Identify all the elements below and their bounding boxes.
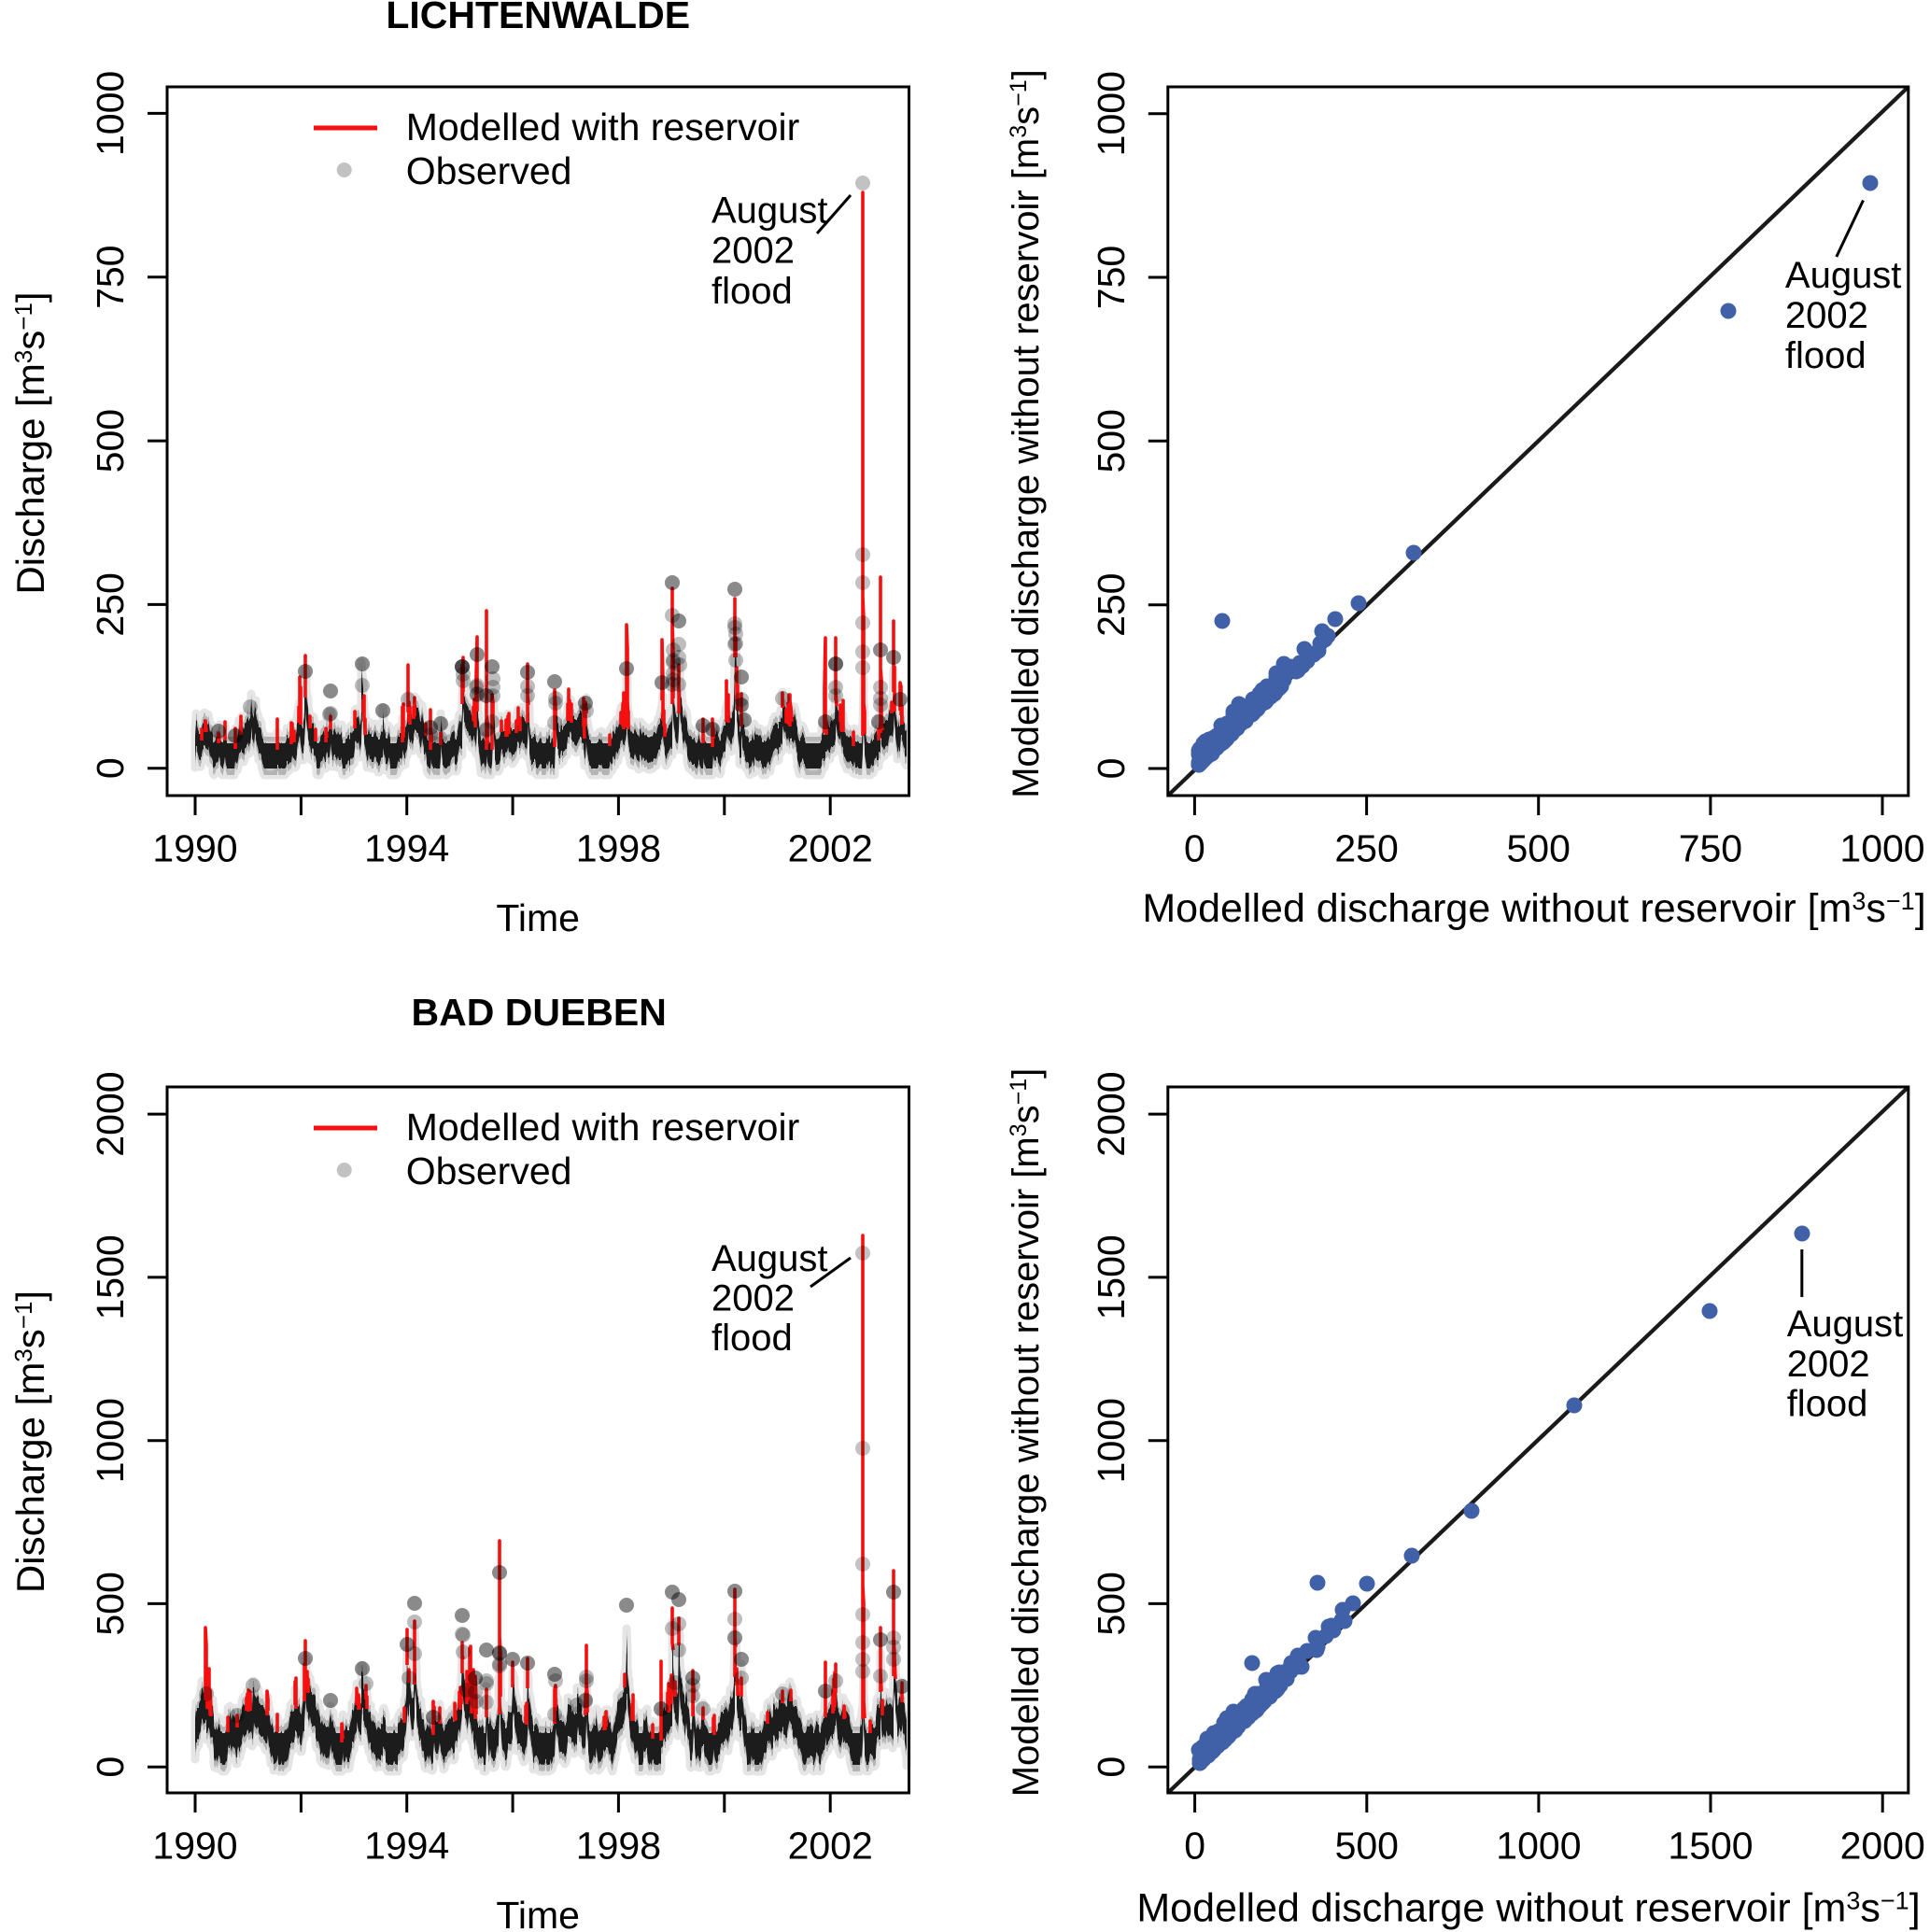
svg-text:0: 0: [1184, 1825, 1205, 1868]
svg-text:Observed: Observed: [406, 149, 572, 192]
svg-text:Modelled discharge without res: Modelled discharge without reservoir [m3…: [1136, 1886, 1920, 1931]
svg-text:flood: flood: [1787, 1384, 1868, 1425]
svg-text:1990: 1990: [152, 1825, 237, 1868]
svg-text:500: 500: [1090, 409, 1133, 472]
svg-text:Modelled discharge without res: Modelled discharge without reservoir [m3…: [1006, 1068, 1047, 1798]
svg-text:1000: 1000: [1839, 827, 1924, 870]
svg-text:2000: 2000: [1090, 1071, 1133, 1156]
svg-text:Discharge [m3s−1]: Discharge [m3s−1]: [8, 291, 52, 594]
svg-text:BAD DUEBEN: BAD DUEBEN: [412, 991, 667, 1034]
svg-text:1994: 1994: [364, 827, 449, 870]
svg-text:1000: 1000: [1496, 1825, 1581, 1868]
svg-text:2002: 2002: [788, 827, 873, 870]
svg-text:2002: 2002: [711, 1278, 795, 1319]
svg-text:0: 0: [89, 1756, 132, 1778]
svg-text:250: 250: [89, 572, 132, 636]
svg-text:1990: 1990: [152, 827, 237, 870]
svg-text:Modelled with reservoir: Modelled with reservoir: [406, 1106, 800, 1149]
svg-text:1000: 1000: [89, 71, 132, 156]
svg-text:Discharge [m3s−1]: Discharge [m3s−1]: [8, 1290, 52, 1593]
svg-text:Modelled with reservoir: Modelled with reservoir: [406, 106, 800, 148]
svg-text:500: 500: [1335, 1825, 1399, 1868]
svg-text:2002: 2002: [788, 1825, 873, 1868]
svg-text:LICHTENWALDE: LICHTENWALDE: [386, 0, 690, 36]
svg-text:250: 250: [1090, 572, 1133, 636]
svg-text:1998: 1998: [576, 1825, 661, 1868]
svg-text:750: 750: [1090, 246, 1133, 309]
svg-text:0: 0: [1184, 827, 1205, 870]
svg-text:August: August: [1787, 1304, 1904, 1345]
svg-text:250: 250: [1334, 827, 1398, 870]
svg-text:2002: 2002: [711, 230, 795, 271]
svg-text:1000: 1000: [1090, 71, 1133, 156]
svg-text:1994: 1994: [364, 1825, 449, 1868]
svg-text:0: 0: [1090, 758, 1133, 780]
svg-text:flood: flood: [711, 271, 793, 312]
svg-text:August: August: [1785, 255, 1902, 296]
svg-text:750: 750: [89, 245, 132, 308]
svg-text:Time: Time: [496, 896, 580, 939]
svg-text:1500: 1500: [1090, 1234, 1133, 1319]
svg-text:August: August: [711, 190, 828, 232]
svg-text:flood: flood: [711, 1318, 793, 1359]
svg-text:2000: 2000: [1840, 1825, 1925, 1868]
svg-text:0: 0: [1090, 1756, 1133, 1778]
svg-text:1500: 1500: [89, 1234, 132, 1319]
svg-text:0: 0: [89, 757, 132, 779]
svg-text:1998: 1998: [576, 827, 661, 870]
svg-text:500: 500: [1090, 1572, 1133, 1635]
svg-text:Observed: Observed: [406, 1149, 572, 1192]
svg-text:2002: 2002: [1785, 295, 1868, 336]
svg-text:flood: flood: [1785, 335, 1867, 376]
svg-text:August: August: [711, 1238, 828, 1279]
svg-text:500: 500: [89, 409, 132, 472]
svg-text:1000: 1000: [89, 1398, 132, 1483]
svg-text:Modelled discharge without res: Modelled discharge without reservoir [m3…: [1006, 69, 1047, 798]
svg-text:750: 750: [1679, 827, 1742, 870]
svg-text:500: 500: [89, 1572, 132, 1635]
svg-text:2002: 2002: [1787, 1344, 1870, 1385]
svg-text:Modelled discharge without res: Modelled discharge without reservoir [m3…: [1142, 886, 1925, 931]
svg-text:1000: 1000: [1090, 1398, 1133, 1483]
svg-text:500: 500: [1506, 827, 1570, 870]
svg-text:1500: 1500: [1668, 1825, 1753, 1868]
svg-text:Time: Time: [496, 1894, 580, 1932]
svg-text:2000: 2000: [89, 1071, 132, 1156]
